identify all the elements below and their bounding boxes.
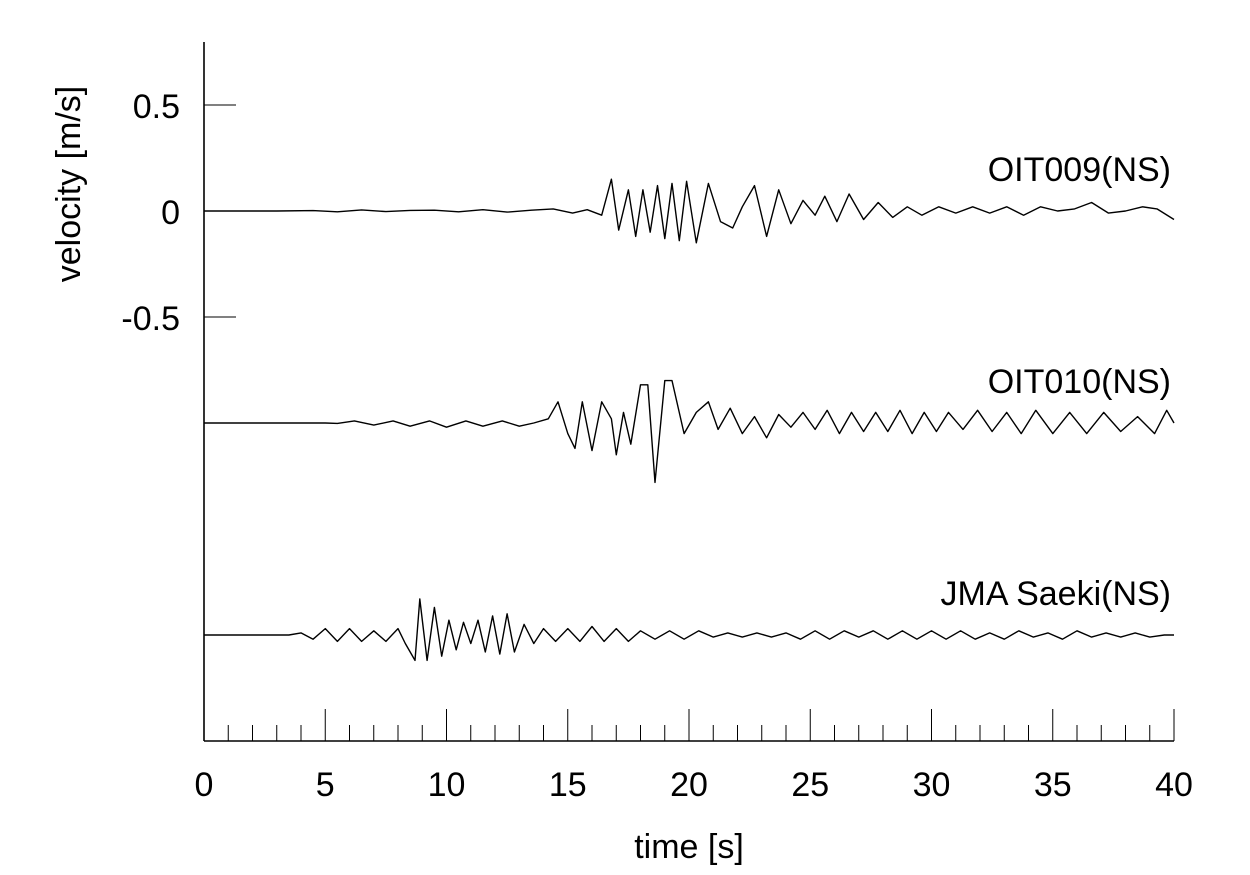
trace-label: JMA Saeki(NS)	[941, 575, 1172, 613]
trace-line-0	[204, 178, 1175, 244]
trace-line-2	[204, 598, 1174, 662]
x-tick-label: 25	[791, 766, 829, 804]
x-tick-label: 20	[670, 766, 708, 804]
x-tick-label: 0	[195, 766, 214, 804]
y-ticks: 0.5 0 -0.5	[121, 88, 236, 338]
y-tick-label: -0.5	[121, 300, 180, 338]
x-tick-label: 30	[913, 766, 951, 804]
x-ticks: 0 5 10 15 20 25 30 35 40	[195, 709, 1193, 804]
y-tick-label: 0	[161, 194, 180, 232]
trace-line-1	[204, 379, 1175, 484]
traces: OIT009(NS) OIT010(NS) JMA Saeki(NS)	[204, 151, 1175, 662]
x-tick-label: 35	[1034, 766, 1072, 804]
y-tick-label: 0.5	[133, 88, 180, 126]
y-axis-title: velocity [m/s]	[50, 86, 88, 282]
x-tick-label: 15	[549, 766, 587, 804]
x-axis-title: time [s]	[634, 828, 744, 866]
trace-label: OIT010(NS)	[988, 363, 1171, 401]
x-tick-label: 10	[428, 766, 466, 804]
x-tick-label: 40	[1155, 766, 1193, 804]
x-tick-label: 5	[316, 766, 335, 804]
trace-label: OIT009(NS)	[988, 151, 1171, 189]
